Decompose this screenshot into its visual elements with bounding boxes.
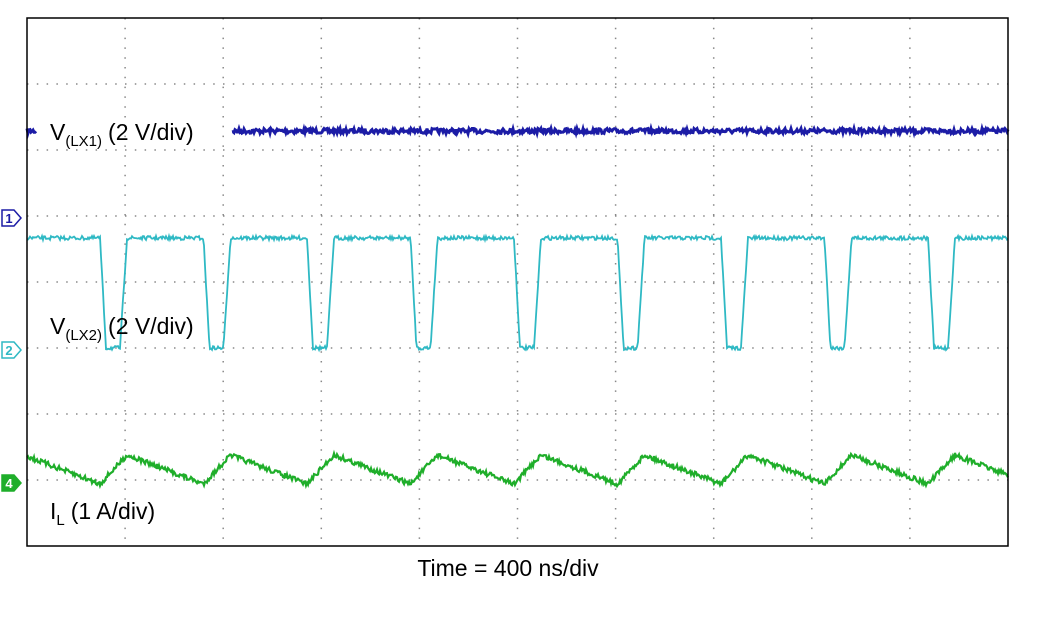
label-scale: (2 V/div) — [108, 119, 194, 145]
label-scale: (2 V/div) — [108, 313, 194, 339]
label-scale: (1 A/div) — [71, 498, 155, 524]
plot-frame — [26, 17, 1009, 547]
waveform — [26, 232, 1009, 353]
waveform — [231, 122, 1010, 139]
trace-label: V(LX1) (2 V/div) — [50, 119, 194, 150]
channel-number: 2 — [5, 343, 12, 358]
trace-label: IL (1 A/div) — [50, 498, 155, 529]
label-main: I — [50, 498, 56, 524]
waveform — [25, 127, 38, 139]
waveform — [26, 449, 1009, 490]
channel-number: 1 — [5, 211, 12, 226]
label-subscript: L — [56, 512, 64, 529]
channel-marker — [1, 341, 22, 359]
channel-marker — [1, 474, 22, 492]
label-main: V — [50, 119, 66, 145]
channel-number: 4 — [5, 476, 13, 491]
labels: V(LX1) (2 V/div)1V(LX2) (2 V/div)2IL (1 A/d… — [1, 119, 194, 529]
waveforms — [25, 122, 1010, 490]
label-subscript: (LX2) — [65, 327, 102, 344]
channel-marker — [1, 209, 22, 227]
label-main: V — [50, 313, 66, 339]
trace-label: V(LX2) (2 V/div) — [50, 313, 194, 344]
label-subscript: (LX1) — [65, 133, 102, 150]
x-label: Time = 400 ns/div — [417, 555, 599, 581]
